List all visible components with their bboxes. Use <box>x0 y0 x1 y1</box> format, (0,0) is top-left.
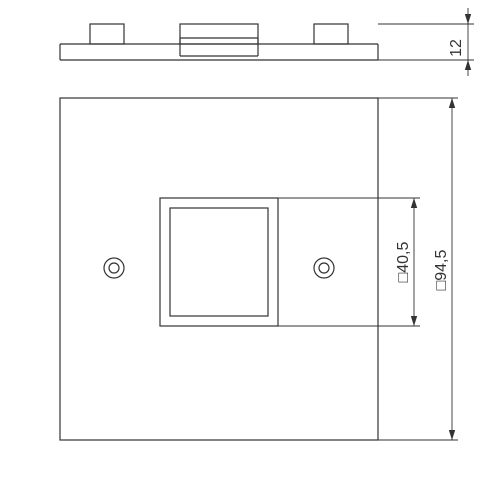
tab-2 <box>314 24 348 44</box>
opening-inner <box>170 208 268 316</box>
dim-depth-label: 12 <box>448 39 465 57</box>
screw-hole-2-inner <box>319 263 329 273</box>
plate-outline <box>60 98 378 440</box>
screw-hole-1-inner <box>109 263 119 273</box>
dim-outer-square-label: □94,5 <box>433 250 450 291</box>
front-view <box>60 98 378 440</box>
screw-hole-2-outer <box>314 258 334 278</box>
drawing-canvas: 12 □40,5 □94,5 <box>0 0 500 500</box>
dim-inner-square-label: □40,5 <box>395 242 412 283</box>
tab-1 <box>180 24 258 44</box>
opening-outer <box>160 198 278 326</box>
top-view <box>60 24 378 60</box>
tab-0 <box>90 24 124 44</box>
screw-hole-1-outer <box>104 258 124 278</box>
